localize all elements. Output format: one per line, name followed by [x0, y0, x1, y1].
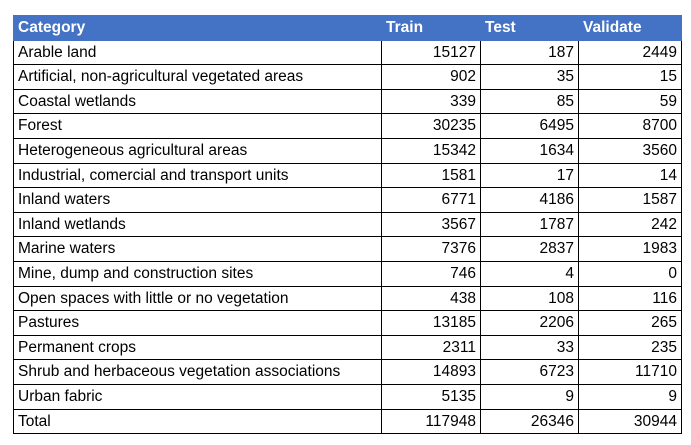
cell-train: 902 — [381, 64, 481, 90]
cell-test: 4186 — [480, 187, 579, 213]
cell-category: Arable land — [13, 39, 382, 66]
cell-category: Inland wetlands — [13, 211, 382, 238]
cell-validate: 3560 — [578, 137, 682, 164]
dataset-split-table: Category Train Test Validate Arable land… — [13, 15, 682, 435]
table-row: Heterogeneous agricultural areas 15342 1… — [13, 137, 682, 164]
cell-validate: 11710 — [578, 359, 682, 385]
header-test: Test — [480, 15, 579, 41]
cell-validate: 59 — [578, 88, 682, 115]
cell-validate: 1983 — [578, 236, 682, 262]
table-row: Urban fabric 5135 9 9 — [13, 383, 682, 410]
table-row: Mine, dump and construction sites 746 4 … — [13, 260, 682, 287]
cell-category: Permanent crops — [13, 334, 382, 361]
cell-train: 15342 — [381, 137, 481, 164]
cell-category: Total — [13, 408, 382, 435]
dataset-split-table-container: Category Train Test Validate Arable land… — [13, 15, 682, 435]
cell-test: 35 — [480, 64, 579, 90]
cell-category: Heterogeneous agricultural areas — [13, 137, 382, 164]
cell-validate: 0 — [578, 260, 682, 287]
table-row: Artificial, non-agricultural vegetated a… — [13, 64, 682, 90]
table-row: Permanent crops 2311 33 235 — [13, 334, 682, 361]
table-row: Industrial, comercial and transport unit… — [13, 162, 682, 189]
cell-validate: 242 — [578, 211, 682, 238]
table-row: Coastal wetlands 339 85 59 — [13, 88, 682, 115]
cell-train: 438 — [381, 285, 481, 312]
cell-validate: 235 — [578, 334, 682, 361]
cell-category: Shrub and herbaceous vegetation associat… — [13, 359, 382, 385]
cell-validate: 2449 — [578, 39, 682, 66]
cell-category: Marine waters — [13, 236, 382, 262]
cell-test: 108 — [480, 285, 579, 312]
cell-category: Coastal wetlands — [13, 88, 382, 115]
cell-category: Inland waters — [13, 187, 382, 213]
cell-validate: 14 — [578, 162, 682, 189]
cell-validate: 30944 — [578, 408, 682, 435]
cell-train: 15127 — [381, 39, 481, 66]
cell-category: Forest — [13, 113, 382, 139]
table-row: Arable land 15127 187 2449 — [13, 39, 682, 66]
cell-validate: 8700 — [578, 113, 682, 139]
table-row: Marine waters 7376 2837 1983 — [13, 236, 682, 262]
cell-validate: 116 — [578, 285, 682, 312]
header-category: Category — [13, 15, 382, 41]
cell-train: 1581 — [381, 162, 481, 189]
cell-test: 26346 — [480, 408, 579, 435]
header-row: Category Train Test Validate — [13, 15, 682, 41]
cell-test: 2206 — [480, 310, 579, 336]
cell-validate: 15 — [578, 64, 682, 90]
cell-validate: 9 — [578, 383, 682, 410]
table-row: Shrub and herbaceous vegetation associat… — [13, 359, 682, 385]
header-train: Train — [381, 15, 481, 41]
cell-test: 1787 — [480, 211, 579, 238]
cell-test: 187 — [480, 39, 579, 66]
cell-train: 5135 — [381, 383, 481, 410]
cell-validate: 1587 — [578, 187, 682, 213]
cell-test: 6495 — [480, 113, 579, 139]
cell-train: 14893 — [381, 359, 481, 385]
cell-test: 17 — [480, 162, 579, 189]
cell-train: 7376 — [381, 236, 481, 262]
cell-train: 30235 — [381, 113, 481, 139]
cell-category: Artificial, non-agricultural vegetated a… — [13, 64, 382, 90]
cell-test: 1634 — [480, 137, 579, 164]
cell-train: 117948 — [381, 408, 481, 435]
cell-train: 6771 — [381, 187, 481, 213]
cell-test: 9 — [480, 383, 579, 410]
cell-category: Open spaces with little or no vegetation — [13, 285, 382, 312]
cell-test: 6723 — [480, 359, 579, 385]
table-row: Inland waters 6771 4186 1587 — [13, 187, 682, 213]
table-row: Pastures 13185 2206 265 — [13, 310, 682, 336]
cell-test: 33 — [480, 334, 579, 361]
total-row: Total 117948 26346 30944 — [13, 408, 682, 435]
cell-train: 3567 — [381, 211, 481, 238]
cell-category: Urban fabric — [13, 383, 382, 410]
table-row: Open spaces with little or no vegetation… — [13, 285, 682, 312]
cell-validate: 265 — [578, 310, 682, 336]
cell-category: Pastures — [13, 310, 382, 336]
cell-category: Industrial, comercial and transport unit… — [13, 162, 382, 189]
cell-category: Mine, dump and construction sites — [13, 260, 382, 287]
cell-train: 13185 — [381, 310, 481, 336]
cell-train: 2311 — [381, 334, 481, 361]
cell-test: 2837 — [480, 236, 579, 262]
cell-test: 85 — [480, 88, 579, 115]
cell-test: 4 — [480, 260, 579, 287]
table-row: Forest 30235 6495 8700 — [13, 113, 682, 139]
header-validate: Validate — [578, 15, 682, 41]
table-row: Inland wetlands 3567 1787 242 — [13, 211, 682, 238]
cell-train: 339 — [381, 88, 481, 115]
cell-train: 746 — [381, 260, 481, 287]
